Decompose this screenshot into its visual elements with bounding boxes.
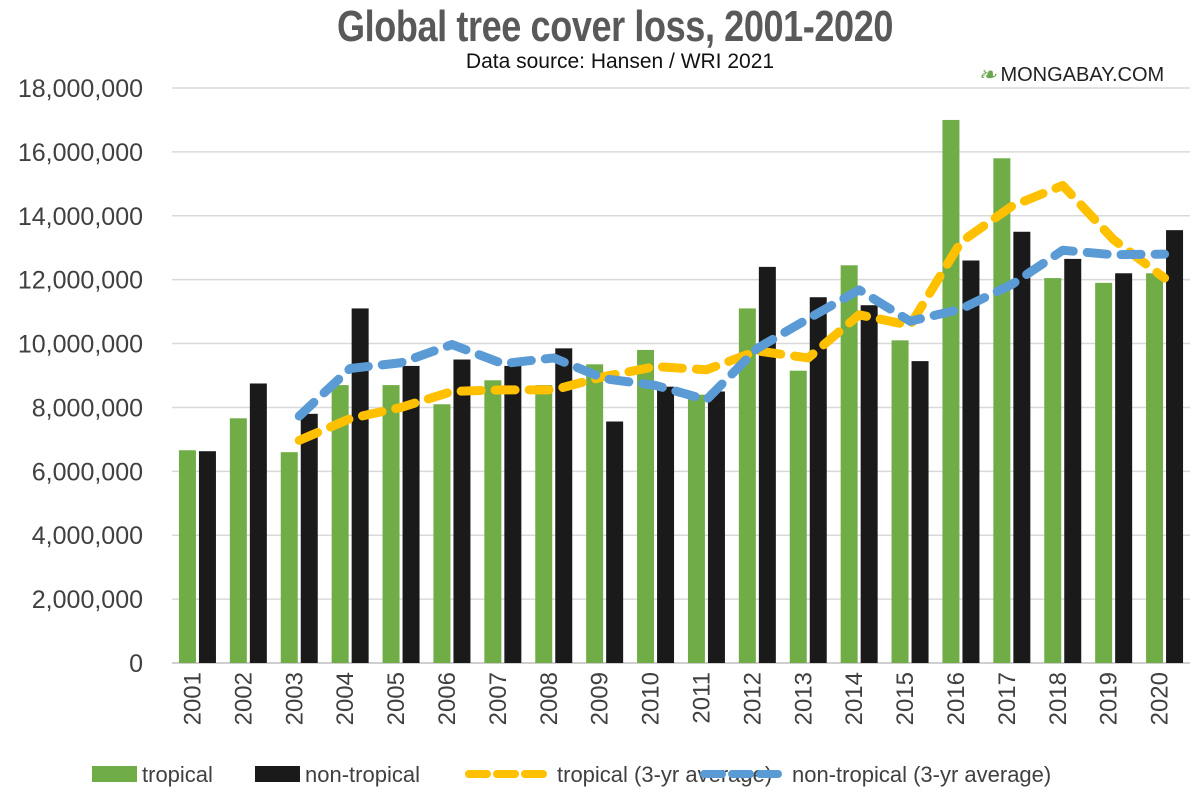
legend-label: non-tropical (3-yr average) [792, 762, 1051, 787]
x-tick-label: 2002 [230, 672, 257, 725]
y-tick-label: 8,000,000 [32, 394, 143, 422]
bar-tropical-2016 [942, 119, 960, 663]
chart-title: Global tree cover loss, 2001-2020 [336, 2, 894, 51]
bar-tropical-2010 [637, 349, 655, 663]
bar-non-tropical-2003 [300, 413, 318, 663]
x-tick-label: 2006 [434, 672, 461, 725]
x-tick-label: 2001 [179, 672, 206, 725]
bar-non-tropical-2019 [1115, 273, 1133, 663]
bar-tropical-2017 [993, 158, 1011, 663]
line-non-tropical-3-yr-average- [294, 245, 1170, 421]
x-tick-label: 2016 [943, 672, 970, 725]
legend-swatch-0 [92, 766, 137, 782]
bar-tropical-2008 [535, 385, 553, 663]
bar-tropical-2018 [1044, 278, 1062, 663]
x-tick-label: 2019 [1096, 672, 1123, 725]
bar-tropical-2001 [178, 450, 196, 663]
x-tick-label: 2010 [638, 672, 665, 725]
x-tick-label: 2009 [587, 672, 614, 725]
bar-non-tropical-2016 [962, 260, 980, 663]
y-tick-label: 4,000,000 [32, 522, 143, 550]
y-tick-label: 2,000,000 [32, 586, 143, 614]
bar-non-tropical-2004 [351, 308, 369, 663]
legend-label: non-tropical [305, 762, 420, 787]
bar-non-tropical-2005 [402, 365, 420, 663]
x-tick-label: 2013 [790, 672, 817, 725]
y-tick-label: 16,000,000 [18, 139, 143, 167]
x-tick-label: 2014 [841, 672, 868, 725]
bar-tropical-2014 [840, 265, 858, 663]
y-tick-label: 14,000,000 [18, 203, 143, 231]
legend-label: tropical [142, 762, 213, 787]
bar-non-tropical-2006 [453, 359, 471, 663]
bar-non-tropical-2013 [809, 297, 827, 663]
bar-non-tropical-2001 [198, 451, 216, 663]
y-tick-label: 18,000,000 [18, 75, 143, 103]
x-tick-label: 2012 [739, 672, 766, 725]
bar-tropical-2015 [891, 340, 909, 663]
bar-non-tropical-2007 [504, 365, 522, 663]
bar-tropical-2011 [687, 394, 705, 663]
line-tropical-3-yr-average- [294, 180, 1170, 445]
x-tick-label: 2004 [332, 672, 359, 725]
y-tick-label: 12,000,000 [18, 267, 143, 295]
x-tick-label: 2018 [1045, 672, 1072, 725]
bar-non-tropical-2018 [1064, 258, 1082, 663]
bar-tropical-2013 [789, 370, 807, 663]
bar-tropical-2020 [1146, 273, 1164, 663]
bar-non-tropical-2009 [606, 421, 624, 663]
bar-non-tropical-2017 [1013, 231, 1031, 663]
x-tick-label: 2005 [383, 672, 410, 725]
bar-non-tropical-2020 [1166, 230, 1184, 663]
bar-non-tropical-2011 [707, 391, 725, 663]
x-tick-label: 2007 [485, 672, 512, 725]
bar-tropical-2007 [484, 380, 502, 663]
bar-tropical-2012 [738, 308, 756, 663]
chart-subtitle: Data source: Hansen / WRI 2021 [465, 50, 775, 73]
x-tick-label: 2011 [688, 672, 715, 724]
bar-tropical-2019 [1095, 282, 1113, 663]
bar-non-tropical-2002 [249, 383, 267, 663]
brand-text: MONGABAY.COM [1000, 63, 1165, 86]
legend-swatch-1 [255, 766, 300, 782]
bar-tropical-2002 [229, 418, 247, 663]
bar-tropical-2009 [586, 364, 604, 663]
bar-non-tropical-2010 [657, 386, 675, 663]
bar-tropical-2004 [331, 385, 349, 663]
x-tick-label: 2017 [994, 672, 1021, 725]
y-tick-label: 10,000,000 [18, 331, 143, 359]
bar-non-tropical-2014 [860, 305, 878, 663]
bar-tropical-2006 [433, 404, 451, 663]
bar-tropical-2005 [382, 385, 400, 663]
y-tick-label: 0 [129, 650, 143, 678]
y-tick-label: 6,000,000 [32, 458, 143, 486]
gecko-icon: ❧ [978, 62, 997, 87]
brand-logo: ❧ MONGABAY.COM [978, 62, 1164, 88]
x-tick-label: 2015 [892, 672, 919, 725]
bar-non-tropical-2008 [555, 348, 573, 663]
bar-non-tropical-2015 [911, 361, 929, 663]
x-tick-label: 2003 [281, 672, 308, 725]
bar-tropical-2003 [280, 452, 298, 663]
bar-non-tropical-2012 [758, 266, 776, 663]
x-tick-label: 2008 [536, 672, 563, 725]
x-tick-label: 2020 [1147, 672, 1174, 725]
